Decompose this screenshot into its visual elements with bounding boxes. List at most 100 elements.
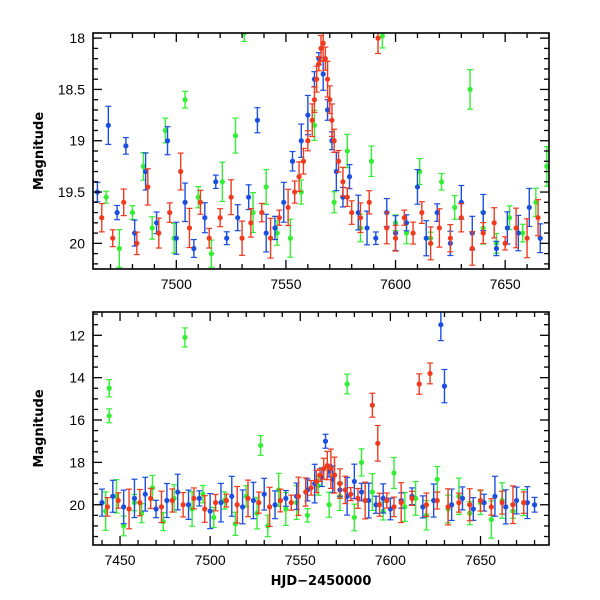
data-point bbox=[223, 497, 229, 504]
data-points bbox=[99, 312, 538, 539]
data-point bbox=[376, 502, 383, 508]
data-point bbox=[456, 500, 462, 506]
y-axis-title: Magnitude bbox=[32, 112, 47, 191]
data-point bbox=[403, 220, 410, 226]
top-panel: 7500 7550 7600 7650 18 18.5 19 19.5 20 Magnitude bbox=[32, 30, 550, 292]
data-point bbox=[314, 76, 320, 82]
plot-frame bbox=[92, 311, 550, 546]
data-point bbox=[235, 215, 241, 221]
data-point bbox=[245, 495, 251, 501]
data-point bbox=[362, 497, 368, 504]
x-tick-label: 7500 bbox=[195, 552, 226, 568]
data-point bbox=[477, 497, 484, 504]
data-point bbox=[409, 495, 415, 501]
data-point bbox=[256, 500, 262, 506]
data-point bbox=[142, 491, 148, 497]
data-point bbox=[121, 199, 127, 205]
data-point bbox=[218, 500, 224, 506]
x-tick-label: 7500 bbox=[161, 276, 192, 292]
data-point bbox=[202, 215, 208, 221]
data-point bbox=[340, 179, 346, 185]
data-point bbox=[445, 504, 451, 510]
data-point bbox=[428, 240, 434, 246]
data-point bbox=[254, 117, 261, 123]
data-point bbox=[351, 478, 357, 485]
y-tick-label: 20 bbox=[69, 235, 85, 251]
data-point bbox=[309, 117, 315, 123]
data-point bbox=[369, 489, 375, 495]
y-tick-label: 18 bbox=[69, 30, 85, 46]
data-point bbox=[229, 493, 235, 499]
data-point bbox=[351, 514, 357, 521]
data-point bbox=[143, 168, 149, 175]
data-point bbox=[182, 97, 188, 103]
data-point bbox=[504, 225, 510, 231]
data-point bbox=[202, 506, 208, 512]
data-point bbox=[521, 500, 527, 506]
data-point bbox=[392, 235, 399, 241]
y-tick-label: 18.5 bbox=[58, 81, 85, 97]
data-point bbox=[308, 485, 314, 491]
data-point bbox=[167, 209, 173, 216]
data-point bbox=[326, 502, 332, 508]
data-point bbox=[228, 194, 234, 200]
data-point bbox=[272, 502, 278, 508]
data-point bbox=[373, 502, 379, 508]
data-point bbox=[375, 35, 381, 41]
data-point bbox=[285, 204, 291, 211]
data-point bbox=[375, 440, 381, 446]
data-point bbox=[537, 235, 543, 241]
data-point bbox=[423, 502, 430, 508]
data-point bbox=[337, 480, 343, 487]
data-point bbox=[335, 158, 342, 164]
data-point bbox=[311, 97, 318, 103]
data-point bbox=[434, 476, 440, 482]
data-point bbox=[123, 143, 129, 149]
data-point bbox=[458, 215, 464, 221]
data-point bbox=[158, 504, 165, 510]
x-tick-label: 7600 bbox=[380, 276, 411, 292]
data-point bbox=[196, 495, 202, 501]
data-point bbox=[129, 209, 136, 216]
data-point bbox=[329, 117, 335, 123]
data-point bbox=[391, 504, 397, 510]
x-axis-title: HJD−2450000 bbox=[271, 574, 372, 589]
y-tick-label: 14 bbox=[69, 370, 85, 386]
data-point bbox=[384, 225, 390, 231]
data-point bbox=[191, 495, 197, 501]
data-point bbox=[344, 381, 350, 387]
data-point bbox=[434, 209, 440, 216]
data-point bbox=[232, 133, 239, 139]
data-point bbox=[288, 500, 294, 506]
data-point bbox=[369, 402, 375, 408]
data-point bbox=[349, 209, 355, 216]
data-point bbox=[513, 497, 520, 504]
data-point bbox=[470, 506, 476, 512]
x-tick-label: 7450 bbox=[104, 552, 135, 568]
data-point bbox=[239, 235, 245, 241]
data-point bbox=[164, 138, 171, 144]
data-point bbox=[182, 334, 188, 341]
data-point bbox=[322, 56, 328, 62]
data-point bbox=[207, 508, 213, 514]
data-point bbox=[148, 495, 154, 501]
data-point bbox=[153, 220, 160, 226]
data-point bbox=[379, 33, 385, 39]
data-point bbox=[145, 184, 151, 190]
data-point bbox=[438, 322, 444, 328]
data-point bbox=[169, 497, 175, 504]
data-point bbox=[103, 194, 109, 200]
data-point bbox=[324, 76, 331, 82]
bottom-panel: 7450 7500 7550 7600 7650 12 14 16 18 20 Magnitude H… bbox=[32, 311, 550, 589]
data-point bbox=[436, 225, 442, 231]
data-point bbox=[116, 245, 122, 252]
data-point bbox=[459, 495, 466, 501]
data-point bbox=[261, 491, 267, 497]
data-point bbox=[503, 504, 509, 510]
data-point bbox=[305, 112, 311, 118]
data-point bbox=[110, 493, 116, 499]
data-point bbox=[140, 163, 147, 169]
data-point bbox=[206, 235, 212, 241]
data-point bbox=[320, 71, 326, 77]
